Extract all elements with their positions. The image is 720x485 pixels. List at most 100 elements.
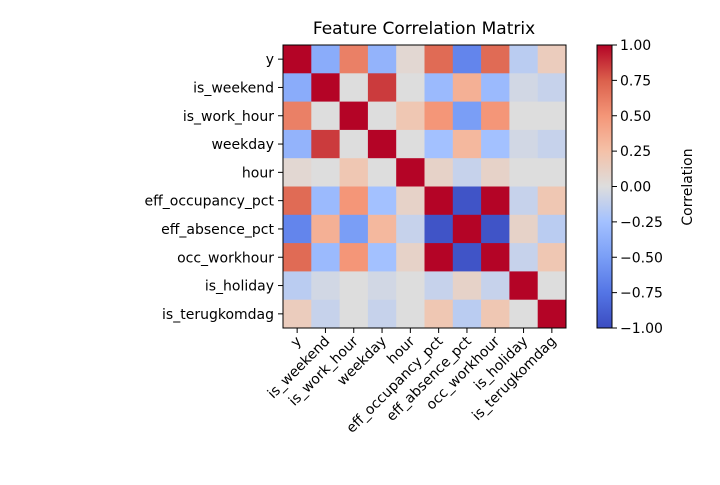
colorbar-tick-label: −0.25 — [620, 215, 663, 231]
heatmap-cell — [396, 101, 425, 131]
heatmap-cell — [283, 158, 312, 187]
heatmap-cell — [367, 101, 397, 131]
heatmap-cell — [424, 243, 454, 272]
heatmap-cell — [311, 45, 340, 74]
y-tick-label: hour — [242, 165, 274, 181]
colorbar-tick-label: −0.75 — [620, 286, 663, 302]
heatmap-cell — [339, 214, 369, 244]
heatmap-cell — [509, 243, 539, 272]
heatmap-cell — [311, 129, 340, 159]
heatmap-cell — [396, 158, 425, 187]
heatmap-cell — [367, 271, 397, 301]
y-tick-label: is_work_hour — [183, 109, 274, 125]
heatmap-cell — [481, 45, 510, 74]
heatmap-cell — [537, 271, 567, 301]
heatmap-cell — [452, 214, 482, 244]
heatmap-cell — [452, 101, 482, 131]
colorbar: 1.00 0.75 0.50 0.25 0.00 −0.25 −0.50 −0.75 −1.00… — [596, 38, 696, 337]
heatmap-cell — [311, 299, 340, 329]
heatmap-cell — [311, 186, 340, 216]
heatmap-cell — [283, 243, 312, 272]
heatmap-cell — [396, 243, 425, 272]
chart-title: Feature Correlation Matrix — [313, 19, 535, 39]
heatmap-cell — [424, 101, 454, 131]
heatmap-cell — [481, 243, 510, 272]
heatmap-cell — [481, 271, 510, 301]
heatmap-cell — [367, 186, 397, 216]
heatmap-cell — [537, 186, 567, 216]
heatmap-cell — [509, 101, 539, 131]
heatmap-cell — [339, 129, 369, 159]
plot-frame — [282, 44, 567, 329]
heatmap-cell — [283, 299, 312, 329]
heatmap-cell — [311, 101, 340, 131]
heatmap-cell — [283, 101, 312, 131]
heatmap-cell — [452, 299, 482, 329]
heatmap-cells — [283, 45, 567, 329]
heatmap-cell — [396, 45, 425, 74]
heatmap-cell — [537, 129, 567, 159]
heatmap-cell — [424, 158, 454, 187]
y-tick-label: is_weekend — [193, 80, 274, 96]
x-axis-ticks: yis_weekendis_work_hourweekdayhoureff_oc… — [265, 328, 560, 436]
heatmap-cell — [396, 271, 425, 301]
y-tick-label: y — [266, 52, 274, 68]
heatmap-cell — [339, 186, 369, 216]
heatmap-cell — [283, 73, 312, 102]
heatmap-cell — [537, 73, 567, 102]
x-tick-label: y — [288, 334, 305, 351]
heatmap-cell — [509, 158, 539, 187]
heatmap-cell — [537, 45, 567, 74]
heatmap-cell — [509, 299, 539, 329]
heatmap-cell — [339, 243, 369, 272]
heatmap-cell — [339, 299, 369, 329]
colorbar-label: Correlation — [680, 148, 696, 225]
heatmap-cell — [424, 214, 454, 244]
heatmap-cell — [452, 73, 482, 102]
heatmap-cell — [339, 271, 369, 301]
heatmap-cell — [424, 186, 454, 216]
heatmap-cell — [509, 45, 539, 74]
heatmap-cell — [311, 73, 340, 102]
heatmap-cell — [424, 73, 454, 102]
colorbar-tick-label: −1.00 — [620, 321, 663, 337]
heatmap-cell — [367, 45, 397, 74]
heatmap-cell — [311, 158, 340, 187]
heatmap-cell — [367, 158, 397, 187]
y-tick-label: eff_occupancy_pct — [145, 194, 275, 210]
heatmap-cell — [481, 73, 510, 102]
heatmap-cell — [509, 186, 539, 216]
colorbar-ticks: 1.00 0.75 0.50 0.25 0.00 −0.25 −0.50 −0.75 −1.00 — [612, 38, 663, 337]
colorbar-tick-label: 0.25 — [620, 144, 651, 160]
colorbar-tick-label: 0.50 — [620, 109, 651, 125]
heatmap-cell — [424, 271, 454, 301]
heatmap-cell — [452, 129, 482, 159]
heatmap-cell — [452, 45, 482, 74]
heatmap-cell — [339, 73, 369, 102]
y-tick-label: occ_workhour — [177, 250, 274, 266]
y-tick-label: eff_absence_pct — [161, 222, 274, 238]
heatmap-cell — [367, 299, 397, 329]
colorbar-tick-label: −0.50 — [620, 250, 663, 266]
heatmap-cell — [367, 129, 397, 159]
colorbar-tick-label: 0.75 — [620, 73, 651, 89]
heatmap-cell — [283, 214, 312, 244]
heatmap-cell — [283, 271, 312, 301]
y-tick-label: is_holiday — [205, 279, 274, 295]
heatmap-cell — [339, 158, 369, 187]
heatmap-cell — [452, 186, 482, 216]
heatmap-cell — [537, 158, 567, 187]
heatmap-cell — [339, 45, 369, 74]
heatmap-cell — [396, 214, 425, 244]
heatmap-cell — [311, 243, 340, 272]
colorbar-tick-label: 0.00 — [620, 180, 651, 196]
heatmap-cell — [481, 186, 510, 216]
heatmap-cell — [537, 299, 567, 329]
colorbar-tick-label: 1.00 — [620, 38, 651, 54]
heatmap-cell — [283, 186, 312, 216]
heatmap-cell — [339, 101, 369, 131]
heatmap-cell — [537, 214, 567, 244]
y-tick-label: is_terugkomdag — [162, 307, 274, 323]
